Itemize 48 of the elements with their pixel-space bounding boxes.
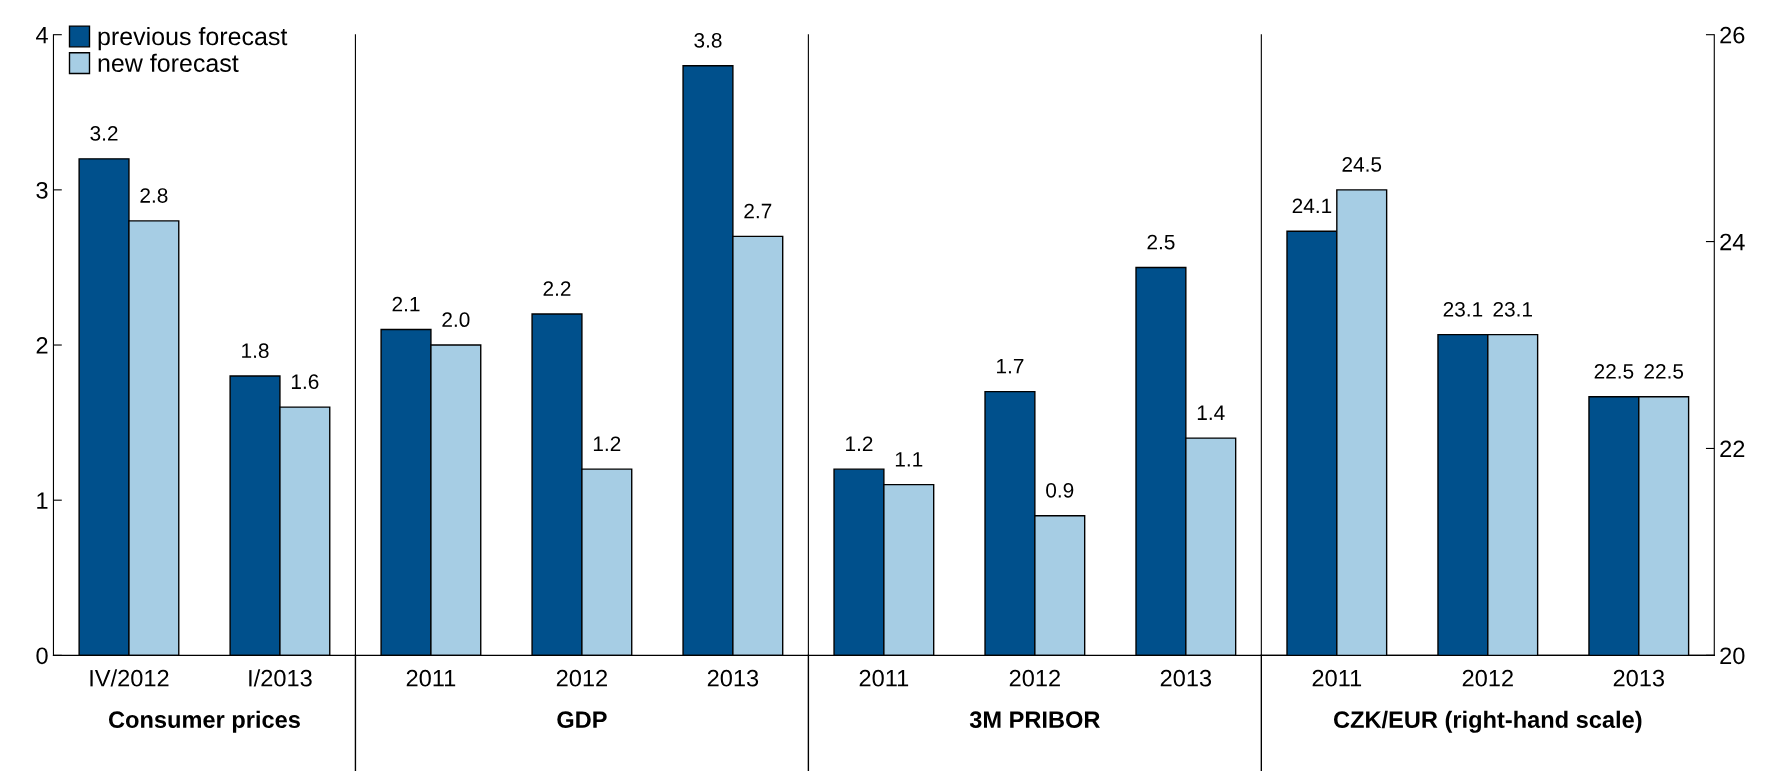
data-label: 2.1 [392, 296, 420, 312]
data-label: 1.8 [242, 343, 269, 359]
data-label: 0.9 [1046, 482, 1074, 498]
y-tick-label: 3 [36, 181, 48, 199]
data-label: 2.7 [744, 203, 772, 219]
x-tick-label: 2013 [1613, 669, 1665, 687]
data-label: 24.1 [1292, 198, 1332, 214]
x-tick-label: I/2013 [249, 669, 312, 687]
x-tick-label: 2011 [859, 669, 909, 687]
x-tick-label: 2012 [556, 669, 607, 687]
y-tick-label: 2 [36, 337, 48, 354]
x-axis-title: 3M PRIBOR [969, 711, 1100, 729]
data-label: 3.8 [694, 32, 722, 48]
data-label: 22.5 [1644, 363, 1684, 379]
x-tick-label: IV/2012 [90, 669, 169, 687]
x-tick-label: 2011 [406, 669, 456, 687]
data-label: 1.2 [593, 436, 621, 451]
x-tick-label: 2012 [1462, 669, 1513, 687]
data-label: 2.8 [140, 188, 168, 203]
x-axis-title: Consumer prices [108, 710, 300, 733]
data-label: 2.5 [1147, 234, 1175, 250]
data-label: 1.1 [895, 452, 923, 467]
data-label: 1.7 [997, 359, 1024, 374]
data-label: 1.2 [846, 436, 873, 451]
y-tick-label: 1 [37, 492, 48, 509]
x-axis-title: CZK/EUR (right-hand scale) [1333, 710, 1642, 733]
data-label: 23.1 [1443, 301, 1483, 317]
data-label: 3.2 [90, 126, 118, 141]
data-label: 2.0 [442, 312, 470, 328]
x-tick-label: 2012 [1009, 669, 1060, 687]
y2-tick-label: 22 [1720, 440, 1745, 458]
x-tick-label: 2013 [707, 669, 759, 687]
y2-tick-label: 20 [1720, 647, 1745, 665]
legend-label: new forecast [98, 53, 239, 73]
y-tick-label: 0 [36, 647, 48, 665]
data-label: 1.6 [291, 374, 319, 390]
data-label: 2.2 [543, 281, 571, 296]
x-tick-label: 2013 [1160, 669, 1212, 687]
y2-tick-label: 24 [1720, 233, 1745, 251]
y2-tick-label: 26 [1720, 26, 1745, 44]
x-tick-label: 2011 [1312, 669, 1362, 687]
data-label: 22.5 [1594, 363, 1634, 379]
legend-label: previous forecast [98, 26, 288, 51]
data-label: 1.4 [1197, 405, 1225, 420]
data-label: 24.5 [1342, 157, 1382, 172]
y-tick-label: 4 [36, 27, 48, 44]
x-axis-title: GDP [557, 711, 607, 729]
data-label: 23.1 [1493, 301, 1532, 317]
